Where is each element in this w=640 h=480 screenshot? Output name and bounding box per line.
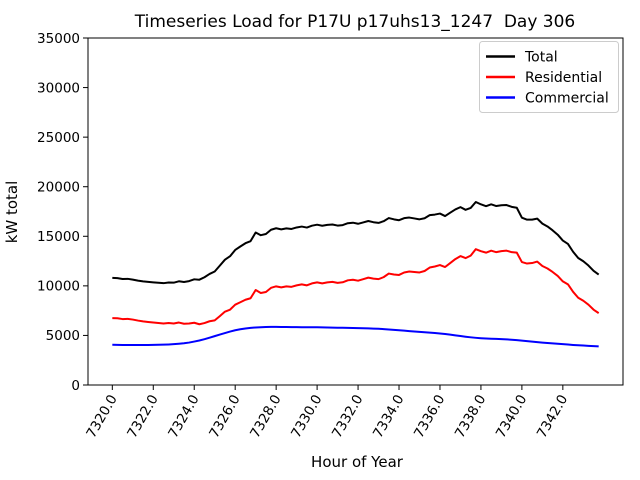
series-line-residential <box>112 248 600 326</box>
y-tick-label: 10000 <box>37 279 80 295</box>
legend-label-residential: Residential <box>525 70 602 86</box>
y-tick-label: 0 <box>71 378 80 394</box>
legend: Total Residential Commercial <box>479 41 619 113</box>
x-tick-label: 7322.0 <box>124 392 161 441</box>
x-tick-label: 7326.0 <box>206 392 243 441</box>
x-tick-label: 7328.0 <box>247 392 284 441</box>
y-axis-label: kW total <box>3 181 21 244</box>
x-tick-label: 7320.0 <box>83 392 120 441</box>
x-axis-label: Hour of Year <box>311 453 404 471</box>
chart-title: Timeseries Load for P17U p17uhs13_1247 D… <box>134 12 576 32</box>
series-line-commercial <box>112 325 599 348</box>
series-line-total <box>112 200 600 285</box>
x-tick-label: 7324.0 <box>165 392 202 441</box>
y-tick-label: 35000 <box>37 31 80 47</box>
x-tick-label: 7332.0 <box>329 392 366 441</box>
x-tick-label: 7340.0 <box>493 392 530 441</box>
x-tick-label: 7336.0 <box>411 392 448 441</box>
legend-label-commercial: Commercial <box>525 91 609 107</box>
x-tick-label: 7330.0 <box>288 392 325 441</box>
legend-label-total: Total <box>524 50 558 66</box>
x-tick-label: 7338.0 <box>452 392 489 441</box>
y-tick-label: 5000 <box>46 328 80 344</box>
y-tick-label: 15000 <box>37 229 80 245</box>
y-tick-label: 20000 <box>37 180 80 196</box>
legend-box <box>479 41 619 113</box>
plot-frame <box>87 37 624 386</box>
y-tick-label: 30000 <box>37 80 80 96</box>
series-lines <box>112 200 600 348</box>
y-tick-label: 25000 <box>37 130 80 146</box>
x-tick-label: 7342.0 <box>534 392 571 441</box>
x-tick-label: 7334.0 <box>370 392 407 441</box>
